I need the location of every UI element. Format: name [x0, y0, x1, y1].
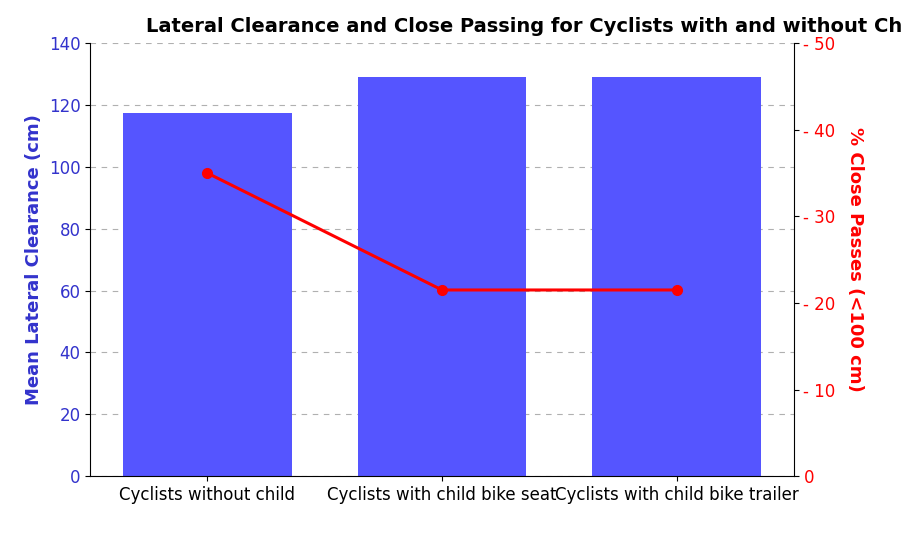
Y-axis label: % Close Passes (<100 cm): % Close Passes (<100 cm) [845, 127, 863, 392]
Bar [357, 77, 527, 476]
Y-axis label: Mean Lateral Clearance (cm): Mean Lateral Clearance (cm) [25, 114, 43, 405]
Bar [592, 77, 761, 476]
Bar [123, 113, 292, 476]
Text: Lateral Clearance and Close Passing for Cyclists with and without Children: Lateral Clearance and Close Passing for … [146, 17, 902, 36]
